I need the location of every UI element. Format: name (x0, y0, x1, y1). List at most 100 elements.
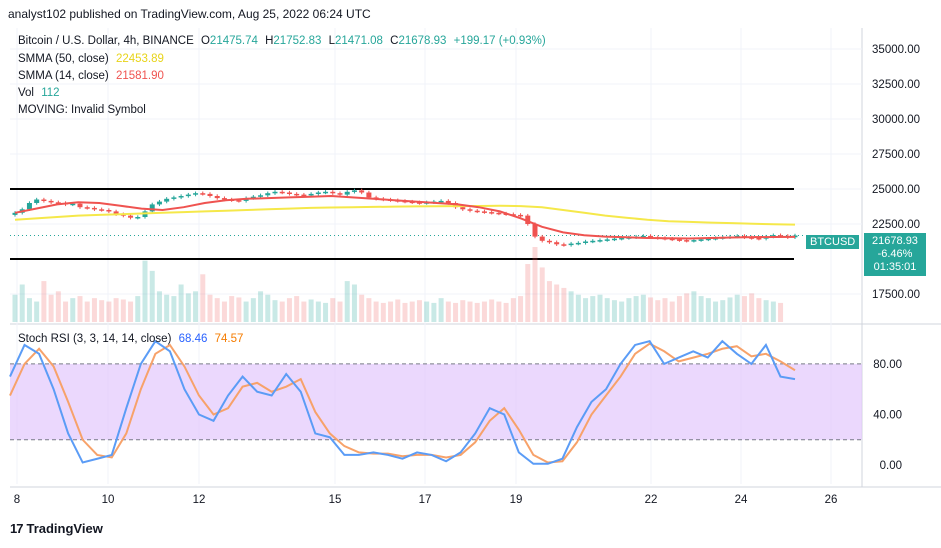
brand-name: TradingView (26, 521, 103, 536)
volume-bar (19, 284, 25, 322)
volume-bar (48, 294, 54, 322)
time-tick-label: 17 (419, 494, 432, 506)
time-tick-label: 22 (645, 494, 658, 506)
volume-bar (149, 270, 155, 322)
volume-bar (113, 298, 119, 322)
volume-bar (91, 298, 97, 322)
volume-bar (34, 301, 40, 322)
volume-bar (388, 301, 394, 322)
candle-body (467, 209, 473, 211)
candle-body (568, 243, 574, 246)
volume-bar (481, 301, 487, 322)
candle-body (185, 194, 191, 197)
volume-bar (120, 299, 126, 322)
volume-bar (214, 298, 220, 322)
stoch-tick-label: 40.00 (873, 409, 902, 421)
stoch-d-value: 74.57 (214, 333, 244, 345)
price-badge-change: -6.46% (877, 248, 913, 260)
ohlc-high: H21752.83 (265, 35, 322, 47)
smma50-legend: SMMA (50, close) 22453.89 (18, 53, 168, 65)
candle-body (590, 240, 596, 243)
candle-body (149, 204, 155, 212)
volume-bar (604, 298, 610, 322)
candle-body (26, 203, 32, 210)
candle-body (113, 211, 119, 215)
price-change: +199.17 (+0.93%) (453, 35, 546, 47)
symbol-name: Bitcoin / U.S. Dollar, 4h, BINANCE (18, 35, 194, 47)
volume-bar (395, 299, 401, 322)
candle-body (604, 239, 610, 241)
candle-body (55, 202, 61, 204)
volume-bar (156, 291, 162, 322)
candle-body (351, 190, 357, 192)
volume-bar (539, 267, 545, 322)
volume-bars (12, 247, 784, 322)
candle-body (258, 195, 264, 197)
candle-body (611, 238, 617, 241)
candle-body (597, 240, 603, 242)
volume-bar (676, 296, 682, 322)
volume-bar (619, 301, 625, 322)
volume-bar (315, 301, 321, 322)
volume-bar (221, 301, 227, 322)
volume-bar (532, 247, 538, 322)
volume-bar (55, 291, 61, 322)
volume-bar (366, 298, 372, 322)
volume-bar (351, 284, 357, 322)
volume-bar (503, 302, 509, 322)
candle-body (12, 212, 18, 215)
stoch-k-line (9, 339, 796, 465)
ohlc-close: C21678.93 (390, 35, 447, 47)
volume-bar (286, 298, 292, 322)
volume-bar (633, 296, 639, 322)
candle-body (366, 192, 372, 198)
volume-bar (763, 300, 769, 322)
volume-bar (26, 298, 32, 322)
candle-body (207, 193, 213, 196)
volume-bar (575, 294, 581, 322)
volume-bar (416, 300, 422, 322)
volume-bar (510, 298, 516, 322)
volume-bar (734, 294, 740, 322)
candle-body (200, 193, 206, 195)
candle-body (236, 200, 242, 202)
candle-body (250, 196, 256, 199)
candle-body (705, 238, 711, 241)
candle-body (532, 224, 538, 237)
candle-body (698, 239, 704, 241)
volume-bar (402, 302, 408, 322)
candle-body (619, 238, 625, 240)
volume-bar (770, 301, 776, 322)
volume-bar (525, 264, 531, 322)
volume-bar (453, 302, 459, 322)
candle-body (460, 207, 466, 210)
volume-bar (164, 294, 170, 322)
volume-bar (684, 293, 690, 322)
price-tick-label: 30000.00 (872, 114, 920, 126)
moving-legend: MOVING: Invalid Symbol (18, 104, 146, 116)
volume-bar (359, 294, 365, 322)
candle-body (337, 193, 343, 195)
volume-bar (70, 298, 76, 322)
volume-bar (193, 291, 199, 322)
candle-body (77, 203, 83, 208)
smma14-label: SMMA (14, close) (18, 70, 109, 82)
smma14-legend: SMMA (14, close) 21581.90 (18, 70, 168, 82)
stoch-tick-label: 0.00 (880, 460, 902, 472)
smma50-line (14, 204, 796, 226)
candle-body (265, 193, 271, 196)
volume-bar (648, 297, 654, 322)
volume-bar (720, 300, 726, 322)
volume-bar (445, 301, 451, 322)
price-badge-countdown: 01:35:01 (873, 261, 917, 273)
price-tick-label: 35000.00 (872, 44, 920, 56)
candle-body (279, 191, 285, 194)
time-tick-label: 12 (193, 494, 206, 506)
volume-bar (741, 296, 747, 322)
symbol-legend: Bitcoin / U.S. Dollar, 4h, BINANCE O2147… (18, 35, 550, 47)
volume-bar (279, 301, 285, 322)
volume-bar (380, 302, 386, 322)
tradingview-brand[interactable]: 17 TradingView (10, 521, 103, 536)
vol-label: Vol (18, 87, 34, 99)
